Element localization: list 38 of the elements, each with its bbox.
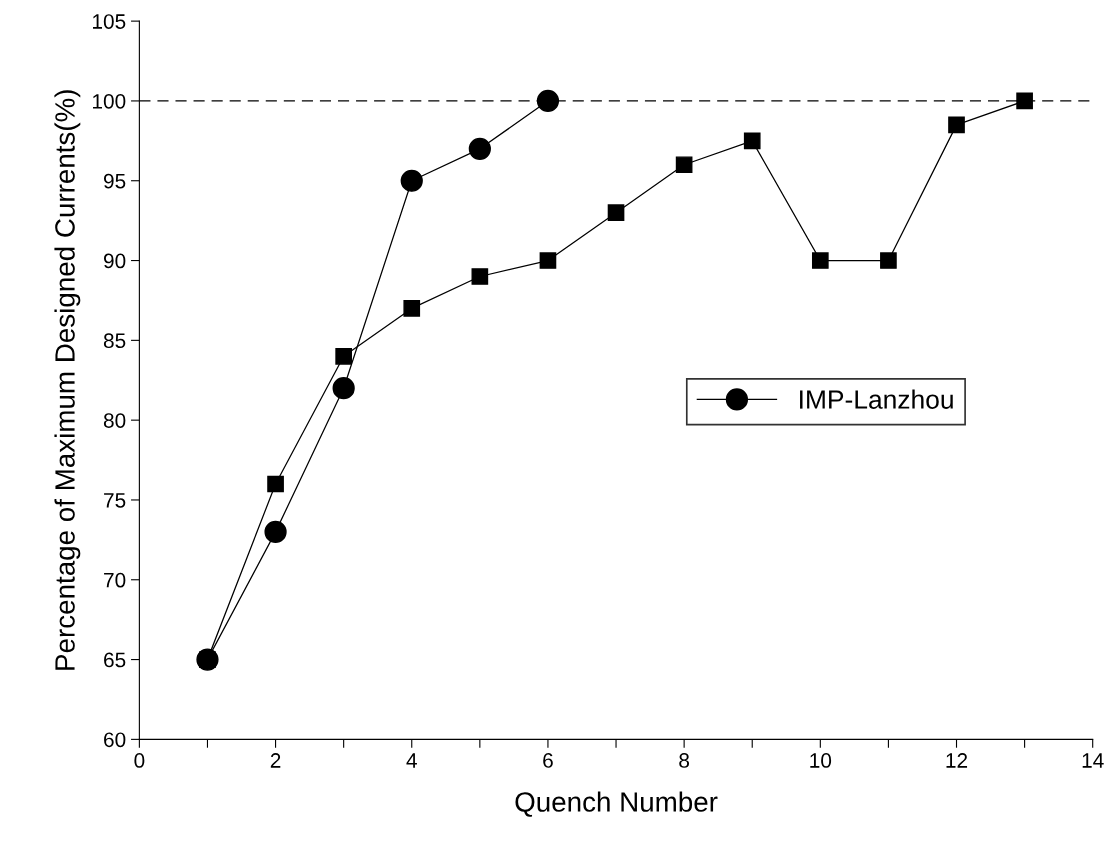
y-axis-title: Percentage of Maximum Designed Currents(%) <box>54 90 81 670</box>
x-tick-label: 6 <box>543 753 553 768</box>
x-tick-label: 10 <box>810 753 832 768</box>
x-tick-label: 4 <box>406 753 417 768</box>
x-tick-label: 8 <box>679 753 690 768</box>
y-tick-label: 75 <box>104 493 126 508</box>
y-tick-label: 90 <box>103 253 126 269</box>
y-tick-label: 105 <box>93 14 126 29</box>
y-tick-label: 95 <box>103 173 126 189</box>
x-tick-label: 14 <box>1082 753 1104 768</box>
point <box>468 137 491 160</box>
point <box>400 169 423 192</box>
x-tick-label: 2 <box>270 753 281 768</box>
point <box>335 347 352 365</box>
point <box>471 268 489 285</box>
point <box>536 89 560 113</box>
y-tick-label: 65 <box>104 652 126 668</box>
point <box>264 520 287 543</box>
x-axis-title: Quench Number <box>515 791 718 817</box>
point <box>880 252 897 269</box>
x-tick-label: 12 <box>946 753 968 768</box>
point <box>948 116 965 134</box>
legend-label: IMP-Lanzhou <box>800 389 953 409</box>
y-tick-label: 85 <box>103 333 126 349</box>
y-tick-label: 60 <box>104 732 126 748</box>
point <box>1016 92 1033 110</box>
point <box>539 252 557 269</box>
point <box>607 204 625 221</box>
point <box>403 300 421 317</box>
point <box>675 156 693 174</box>
point <box>743 132 761 150</box>
point <box>811 252 829 269</box>
point <box>267 475 284 493</box>
x-tick-label: 0 <box>134 753 145 768</box>
point <box>332 377 355 400</box>
y-tick-label: 100 <box>93 93 126 109</box>
y-tick-label: 70 <box>104 572 126 588</box>
y-tick-label: 80 <box>103 413 126 428</box>
